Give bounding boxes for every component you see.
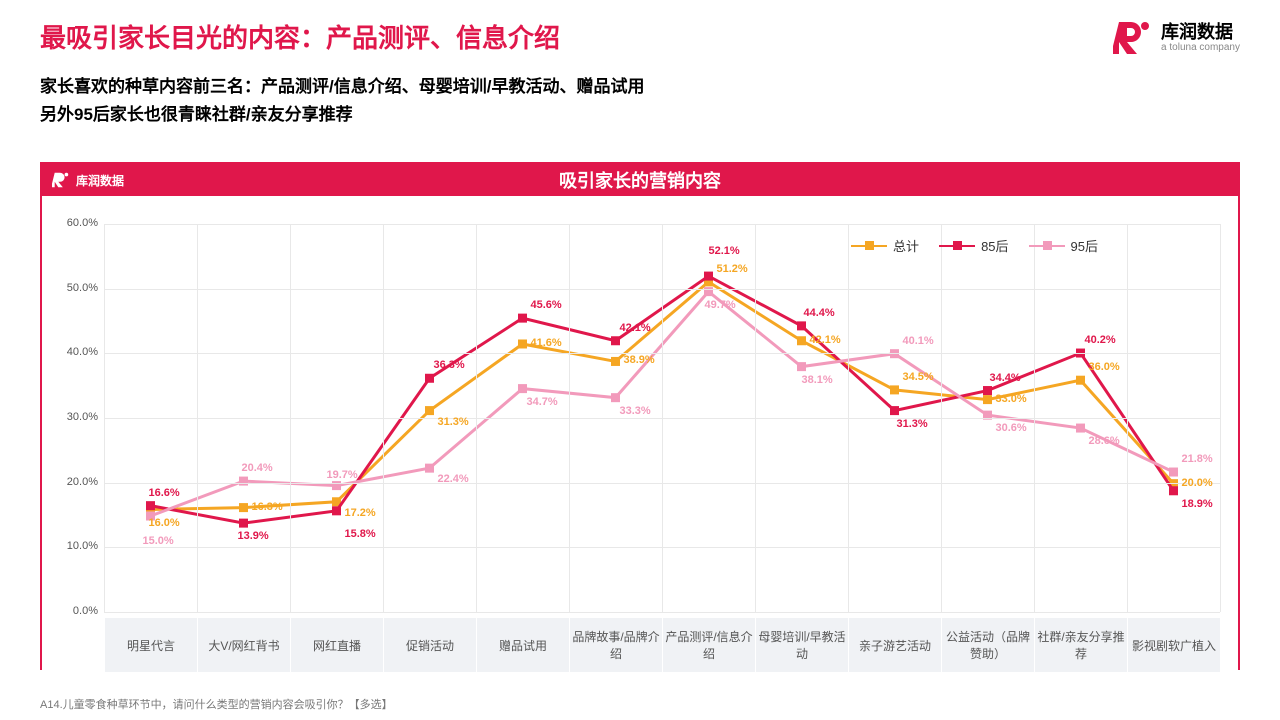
data-label: 16.3%: [252, 501, 283, 513]
vgridline: [197, 224, 198, 612]
data-label: 21.8%: [1182, 453, 1213, 465]
y-axis-label: 40.0%: [48, 346, 98, 358]
y-axis-label: 0.0%: [48, 605, 98, 617]
data-label: 34.4%: [990, 372, 1021, 384]
brand-name-cn: 库润数据: [1161, 23, 1240, 43]
brand-name-en: a toluna company: [1161, 42, 1240, 53]
chart-plot-area: 0.0% 10.0% 20.0% 30.0% 40.0% 50.0% 60.0% 明星代言大V…: [42, 196, 1238, 672]
data-label: 44.4%: [804, 307, 835, 319]
data-label: 33.0%: [996, 393, 1027, 405]
vgridline: [1127, 224, 1128, 612]
data-label: 15.0%: [143, 535, 174, 547]
x-category-label: 网红直播: [290, 618, 383, 672]
data-label: 31.3%: [897, 418, 928, 430]
data-label: 15.8%: [345, 528, 376, 540]
x-category-label: 公益活动（品牌赞助）: [941, 618, 1034, 672]
x-category-label: 大V/网红背书: [197, 618, 290, 672]
vgridline: [104, 224, 105, 612]
chart-header-brand: 库润数据: [76, 172, 124, 189]
data-label: 36.0%: [1089, 361, 1120, 373]
y-axis-label: 20.0%: [48, 476, 98, 488]
data-label: 38.9%: [624, 354, 655, 366]
data-label: 42.1%: [810, 334, 841, 346]
chart-panel: 库润数据 吸引家长的营销内容 0.0% 10.0% 20.0% 30.0% 40.0% 5…: [40, 162, 1240, 670]
y-axis-label: 60.0%: [48, 217, 98, 229]
footnote: A14.儿童零食种草环节中，请问什么类型的营销内容会吸引你？【多选】: [40, 696, 393, 712]
x-category-label: 社群/亲友分享推荐: [1034, 618, 1127, 672]
x-category-label: 促销活动: [383, 618, 476, 672]
data-label: 34.5%: [903, 371, 934, 383]
vgridline: [383, 224, 384, 612]
chart-header: 库润数据 吸引家长的营销内容: [42, 164, 1238, 196]
data-label: 18.9%: [1182, 498, 1213, 510]
data-label: 17.2%: [345, 507, 376, 519]
x-category-label: 母婴培训/早教活动: [755, 618, 848, 672]
data-label: 22.4%: [438, 473, 469, 485]
data-label: 45.6%: [531, 299, 562, 311]
vgridline: [476, 224, 477, 612]
brand-logo-icon: [1113, 18, 1153, 58]
brand-logo: 库润数据 a toluna company: [1113, 18, 1240, 58]
vgridline: [290, 224, 291, 612]
x-category-label: 赠品试用: [476, 618, 569, 672]
legend-item: 95后: [1029, 236, 1098, 255]
vgridline: [569, 224, 570, 612]
chart-header-logo: 库润数据: [52, 171, 124, 189]
x-category-label: 亲子游艺活动: [848, 618, 941, 672]
vgridline: [662, 224, 663, 612]
data-label: 13.9%: [238, 530, 269, 542]
chart-legend: 总计 85后 95后: [851, 236, 1098, 255]
data-label: 34.7%: [527, 396, 558, 408]
y-axis-label: 10.0%: [48, 540, 98, 552]
x-category-label: 明星代言: [104, 618, 197, 672]
subtitle-line-2: 另外95后家长也很青睐社群/亲友分享推荐: [40, 100, 353, 125]
data-label: 38.1%: [802, 374, 833, 386]
data-label: 49.7%: [705, 299, 736, 311]
data-label: 28.6%: [1089, 435, 1120, 447]
data-label: 40.1%: [903, 335, 934, 347]
y-axis-label: 30.0%: [48, 411, 98, 423]
data-label: 16.6%: [149, 487, 180, 499]
subtitle-line-1: 家长喜欢的种草内容前三名：产品测评/信息介绍、母婴培训/早教活动、赠品试用: [40, 72, 644, 97]
legend-item: 总计: [851, 236, 919, 255]
data-label: 20.0%: [1182, 477, 1213, 489]
data-label: 31.3%: [438, 416, 469, 428]
chart-lines-svg: [42, 196, 1238, 672]
data-label: 33.3%: [620, 405, 651, 417]
vgridline: [1034, 224, 1035, 612]
data-label: 36.3%: [434, 359, 465, 371]
vgridline: [848, 224, 849, 612]
data-label: 19.7%: [327, 469, 358, 481]
gridline: [104, 612, 1220, 613]
chart-title: 吸引家长的营销内容: [42, 167, 1238, 193]
data-label: 42.1%: [620, 322, 651, 334]
data-label: 30.6%: [996, 422, 1027, 434]
x-category-label: 品牌故事/品牌介绍: [569, 618, 662, 672]
data-label: 41.6%: [531, 337, 562, 349]
data-label: 20.4%: [242, 462, 273, 474]
legend-item: 85后: [939, 236, 1008, 255]
data-label: 52.1%: [709, 245, 740, 257]
x-category-label: 产品测评/信息介绍: [662, 618, 755, 672]
y-axis-label: 50.0%: [48, 282, 98, 294]
data-label: 40.2%: [1085, 334, 1116, 346]
data-label: 51.2%: [717, 263, 748, 275]
data-label: 16.0%: [149, 517, 180, 529]
page-title: 最吸引家长目光的内容：产品测评、信息介绍: [40, 18, 560, 55]
vgridline: [755, 224, 756, 612]
x-category-label: 影视剧软广植入: [1127, 618, 1220, 672]
vgridline: [941, 224, 942, 612]
